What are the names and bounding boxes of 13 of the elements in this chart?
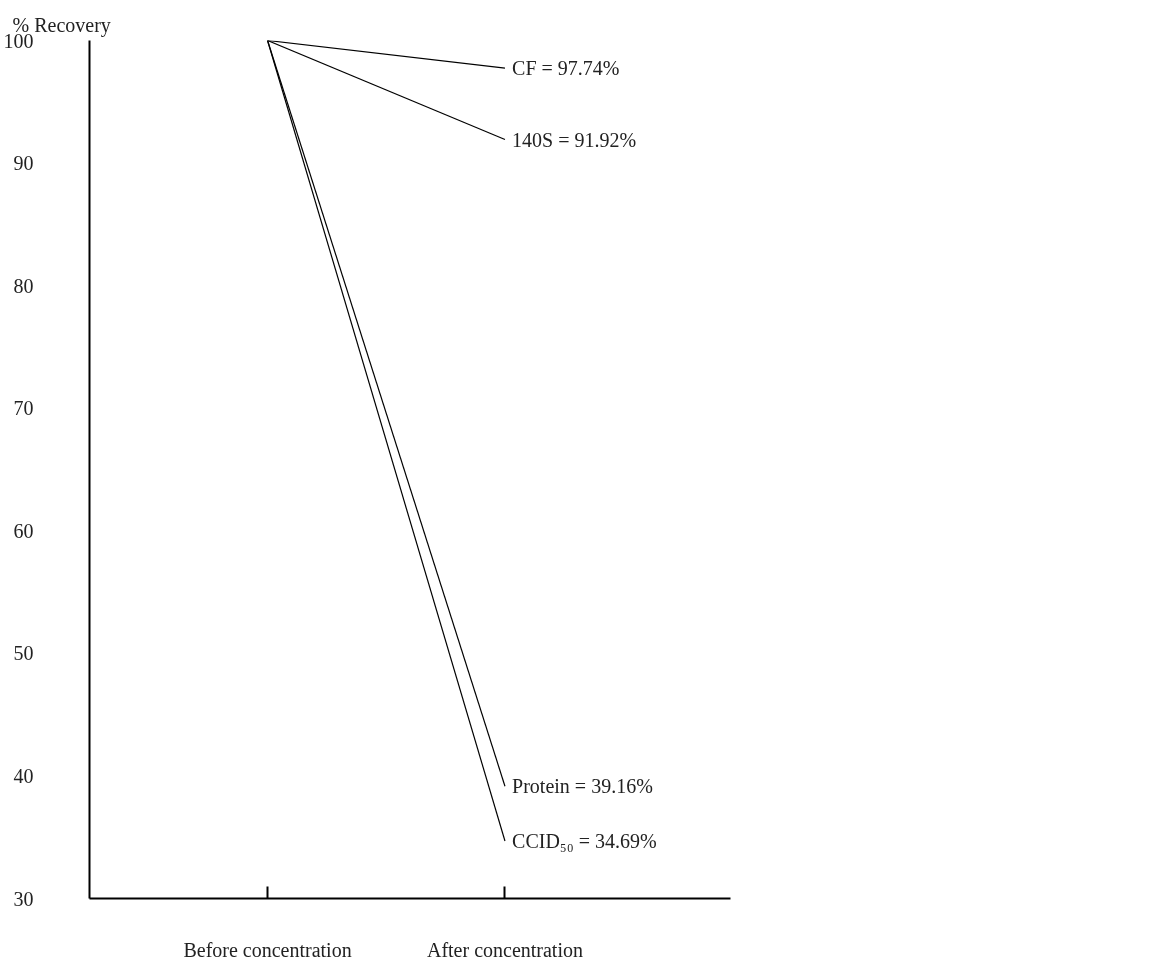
series-label: 140S = 91.92% bbox=[512, 128, 637, 151]
y-tick-label: 50 bbox=[13, 642, 34, 665]
y-tick-label: 40 bbox=[13, 764, 34, 787]
y-tick-label: 80 bbox=[13, 274, 34, 297]
y-tick-label: 30 bbox=[13, 887, 34, 910]
y-tick-label: 60 bbox=[13, 519, 34, 542]
x-tick-label: Before concentration bbox=[183, 938, 352, 961]
y-tick-label: 70 bbox=[13, 397, 34, 420]
series-label: CF = 97.74% bbox=[512, 57, 620, 80]
series-label: CCID₅₀ = 34.69% bbox=[512, 830, 657, 853]
y-tick-label: 90 bbox=[13, 152, 34, 175]
x-tick-label: After concentration bbox=[426, 938, 583, 961]
series-label: Protein = 39.16% bbox=[512, 775, 653, 798]
